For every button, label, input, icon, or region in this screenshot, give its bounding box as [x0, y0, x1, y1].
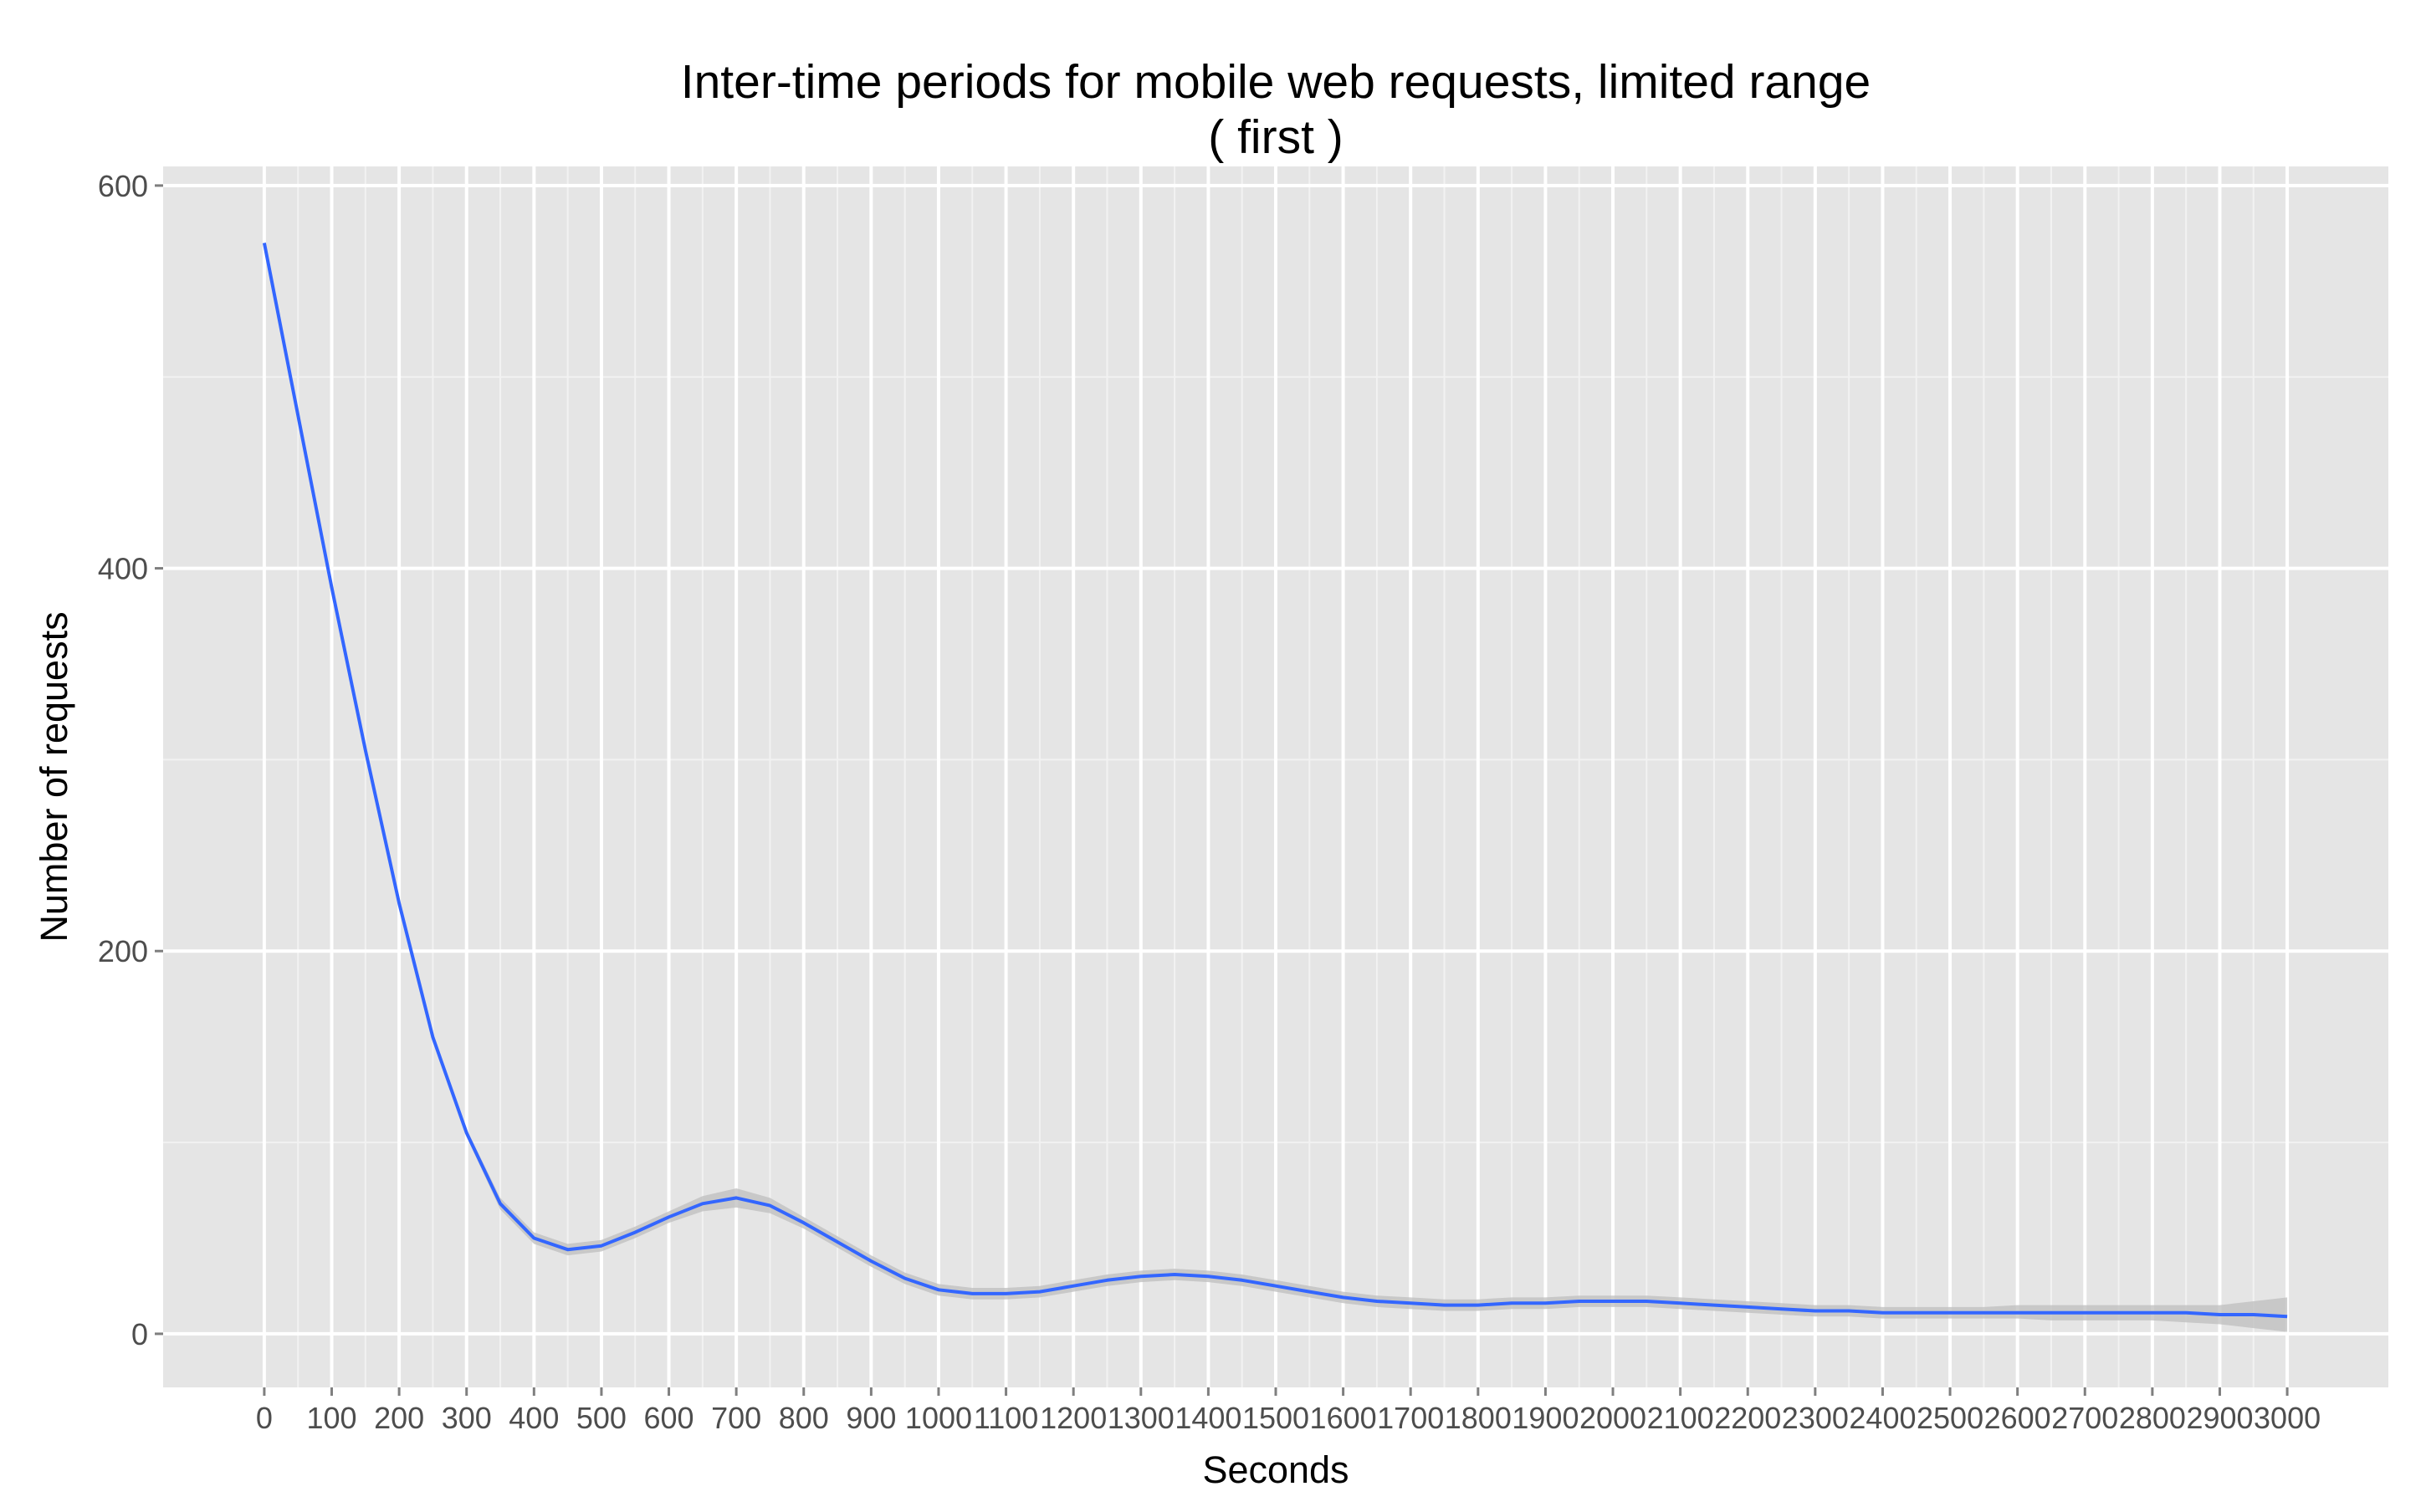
- x-tick-label: 1100: [974, 1401, 1038, 1435]
- y-tick-label: 0: [131, 1317, 148, 1351]
- x-tick-label: 900: [846, 1401, 896, 1435]
- x-tick-label: 1600: [1310, 1401, 1377, 1435]
- x-tick-label: 1200: [1040, 1401, 1107, 1435]
- x-tick-label: 2200: [1714, 1401, 1781, 1435]
- x-tick-label: 0: [256, 1401, 273, 1435]
- y-tick-label: 200: [98, 934, 148, 968]
- x-tick-label: 2900: [2186, 1401, 2253, 1435]
- x-tick-label: 2000: [1579, 1401, 1646, 1435]
- x-tick-label: 2500: [1917, 1401, 1983, 1435]
- major-gridlines: [163, 166, 2388, 1387]
- x-tick-label: 3000: [2254, 1401, 2321, 1435]
- x-tick-label: 1700: [1377, 1401, 1444, 1435]
- x-axis-ticks: 0 100 200 300 400 500 600 700 800 900 1000 1100 1200…: [256, 1387, 2321, 1435]
- chart-title: Inter-time periods for mobile web reques…: [681, 55, 1871, 109]
- x-tick-label: 100: [306, 1401, 356, 1435]
- x-tick-label: 600: [644, 1401, 694, 1435]
- x-tick-label: 500: [576, 1401, 627, 1435]
- x-tick-label: 300: [442, 1401, 492, 1435]
- x-tick-label: 2300: [1782, 1401, 1849, 1435]
- y-tick-label: 600: [98, 169, 148, 203]
- x-axis-title: Seconds: [1202, 1448, 1349, 1491]
- x-tick-label: 800: [779, 1401, 829, 1435]
- x-tick-label: 700: [711, 1401, 761, 1435]
- chart-subtitle: ( first ): [1208, 110, 1343, 164]
- x-tick-label: 400: [509, 1401, 559, 1435]
- x-tick-label: 1000: [905, 1401, 972, 1435]
- y-axis-title: Number of requests: [33, 611, 75, 942]
- x-tick-label: 200: [374, 1401, 424, 1435]
- y-tick-label: 400: [98, 552, 148, 586]
- x-tick-label: 2600: [1984, 1401, 2051, 1435]
- x-tick-label: 2700: [2051, 1401, 2118, 1435]
- x-tick-label: 1800: [1445, 1401, 1512, 1435]
- x-tick-label: 2100: [1647, 1401, 1714, 1435]
- minor-gridlines: [163, 166, 2388, 1387]
- x-tick-label: 1400: [1175, 1401, 1241, 1435]
- x-tick-label: 1500: [1242, 1401, 1309, 1435]
- x-tick-label: 2400: [1849, 1401, 1916, 1435]
- series-line: [262, 243, 2288, 1319]
- x-tick-label: 2800: [2119, 1401, 2186, 1435]
- y-axis-ticks: 0 200 400 600: [98, 169, 163, 1351]
- x-tick-label: 1300: [1108, 1401, 1175, 1435]
- x-tick-label: 1900: [1512, 1401, 1579, 1435]
